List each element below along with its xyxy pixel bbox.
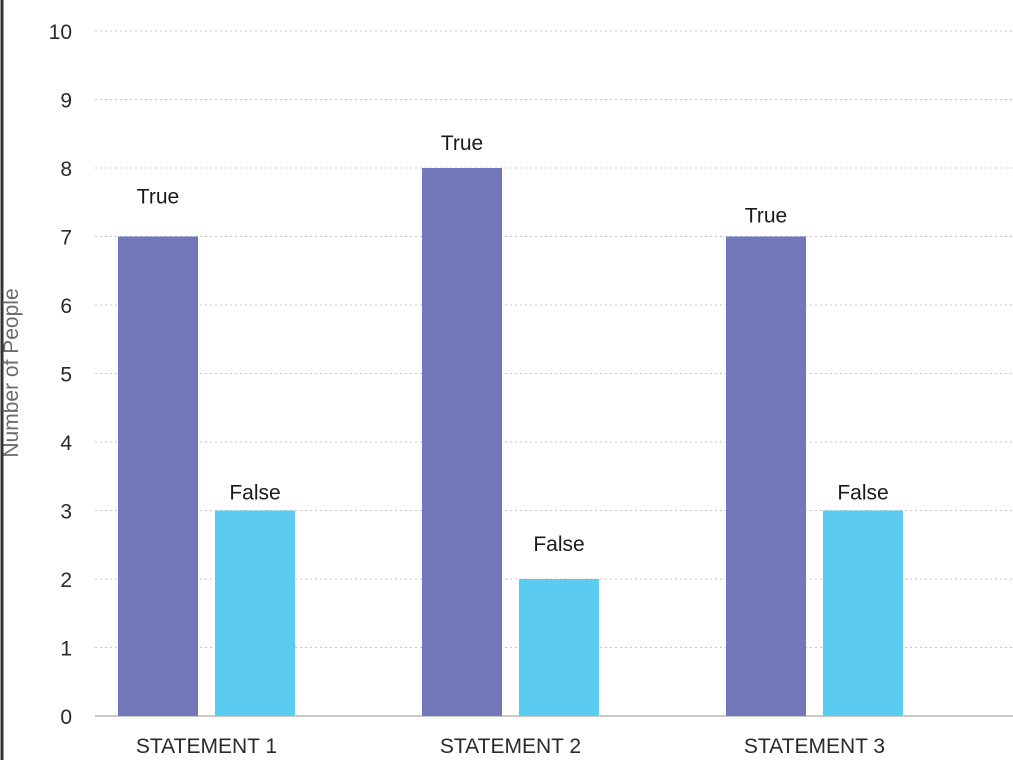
bars — [118, 168, 903, 716]
x-tick-label: STATEMENT 3 — [744, 735, 885, 758]
y-tick-label: 4 — [60, 432, 72, 455]
bar-label: False — [533, 533, 584, 556]
y-tick-label: 5 — [60, 364, 72, 387]
bar-label: False — [837, 482, 888, 505]
y-tick-label: 6 — [60, 295, 72, 318]
bar-true — [726, 236, 806, 716]
y-tick-label: 2 — [60, 569, 72, 592]
y-tick-label: 10 — [49, 21, 72, 44]
y-tick-label: 0 — [60, 706, 72, 729]
bar-label: False — [229, 482, 280, 505]
y-axis-title: Number of People — [0, 288, 23, 457]
bar-label: True — [441, 132, 483, 155]
bar-true — [118, 236, 198, 716]
y-tick-label: 1 — [60, 638, 72, 661]
bar-false — [519, 579, 599, 716]
y-tick-label: 7 — [60, 227, 72, 250]
y-tick-label: 9 — [60, 90, 72, 113]
bar-true — [422, 168, 502, 716]
x-tick-labels: STATEMENT 1 STATEMENT 2 STATEMENT 3 — [136, 735, 885, 758]
x-tick-label: STATEMENT 1 — [136, 735, 277, 758]
y-tick-label: 3 — [60, 501, 72, 524]
y-tick-label: 8 — [60, 158, 72, 181]
bar-false — [823, 510, 903, 716]
bar-label: True — [137, 186, 179, 209]
bar-labels: True False True False True False — [137, 132, 889, 556]
bar-false — [215, 510, 295, 716]
y-tick-labels: 0 1 2 3 4 5 6 7 8 9 10 — [49, 21, 73, 729]
x-tick-label: STATEMENT 2 — [440, 735, 581, 758]
bar-label: True — [745, 205, 787, 228]
